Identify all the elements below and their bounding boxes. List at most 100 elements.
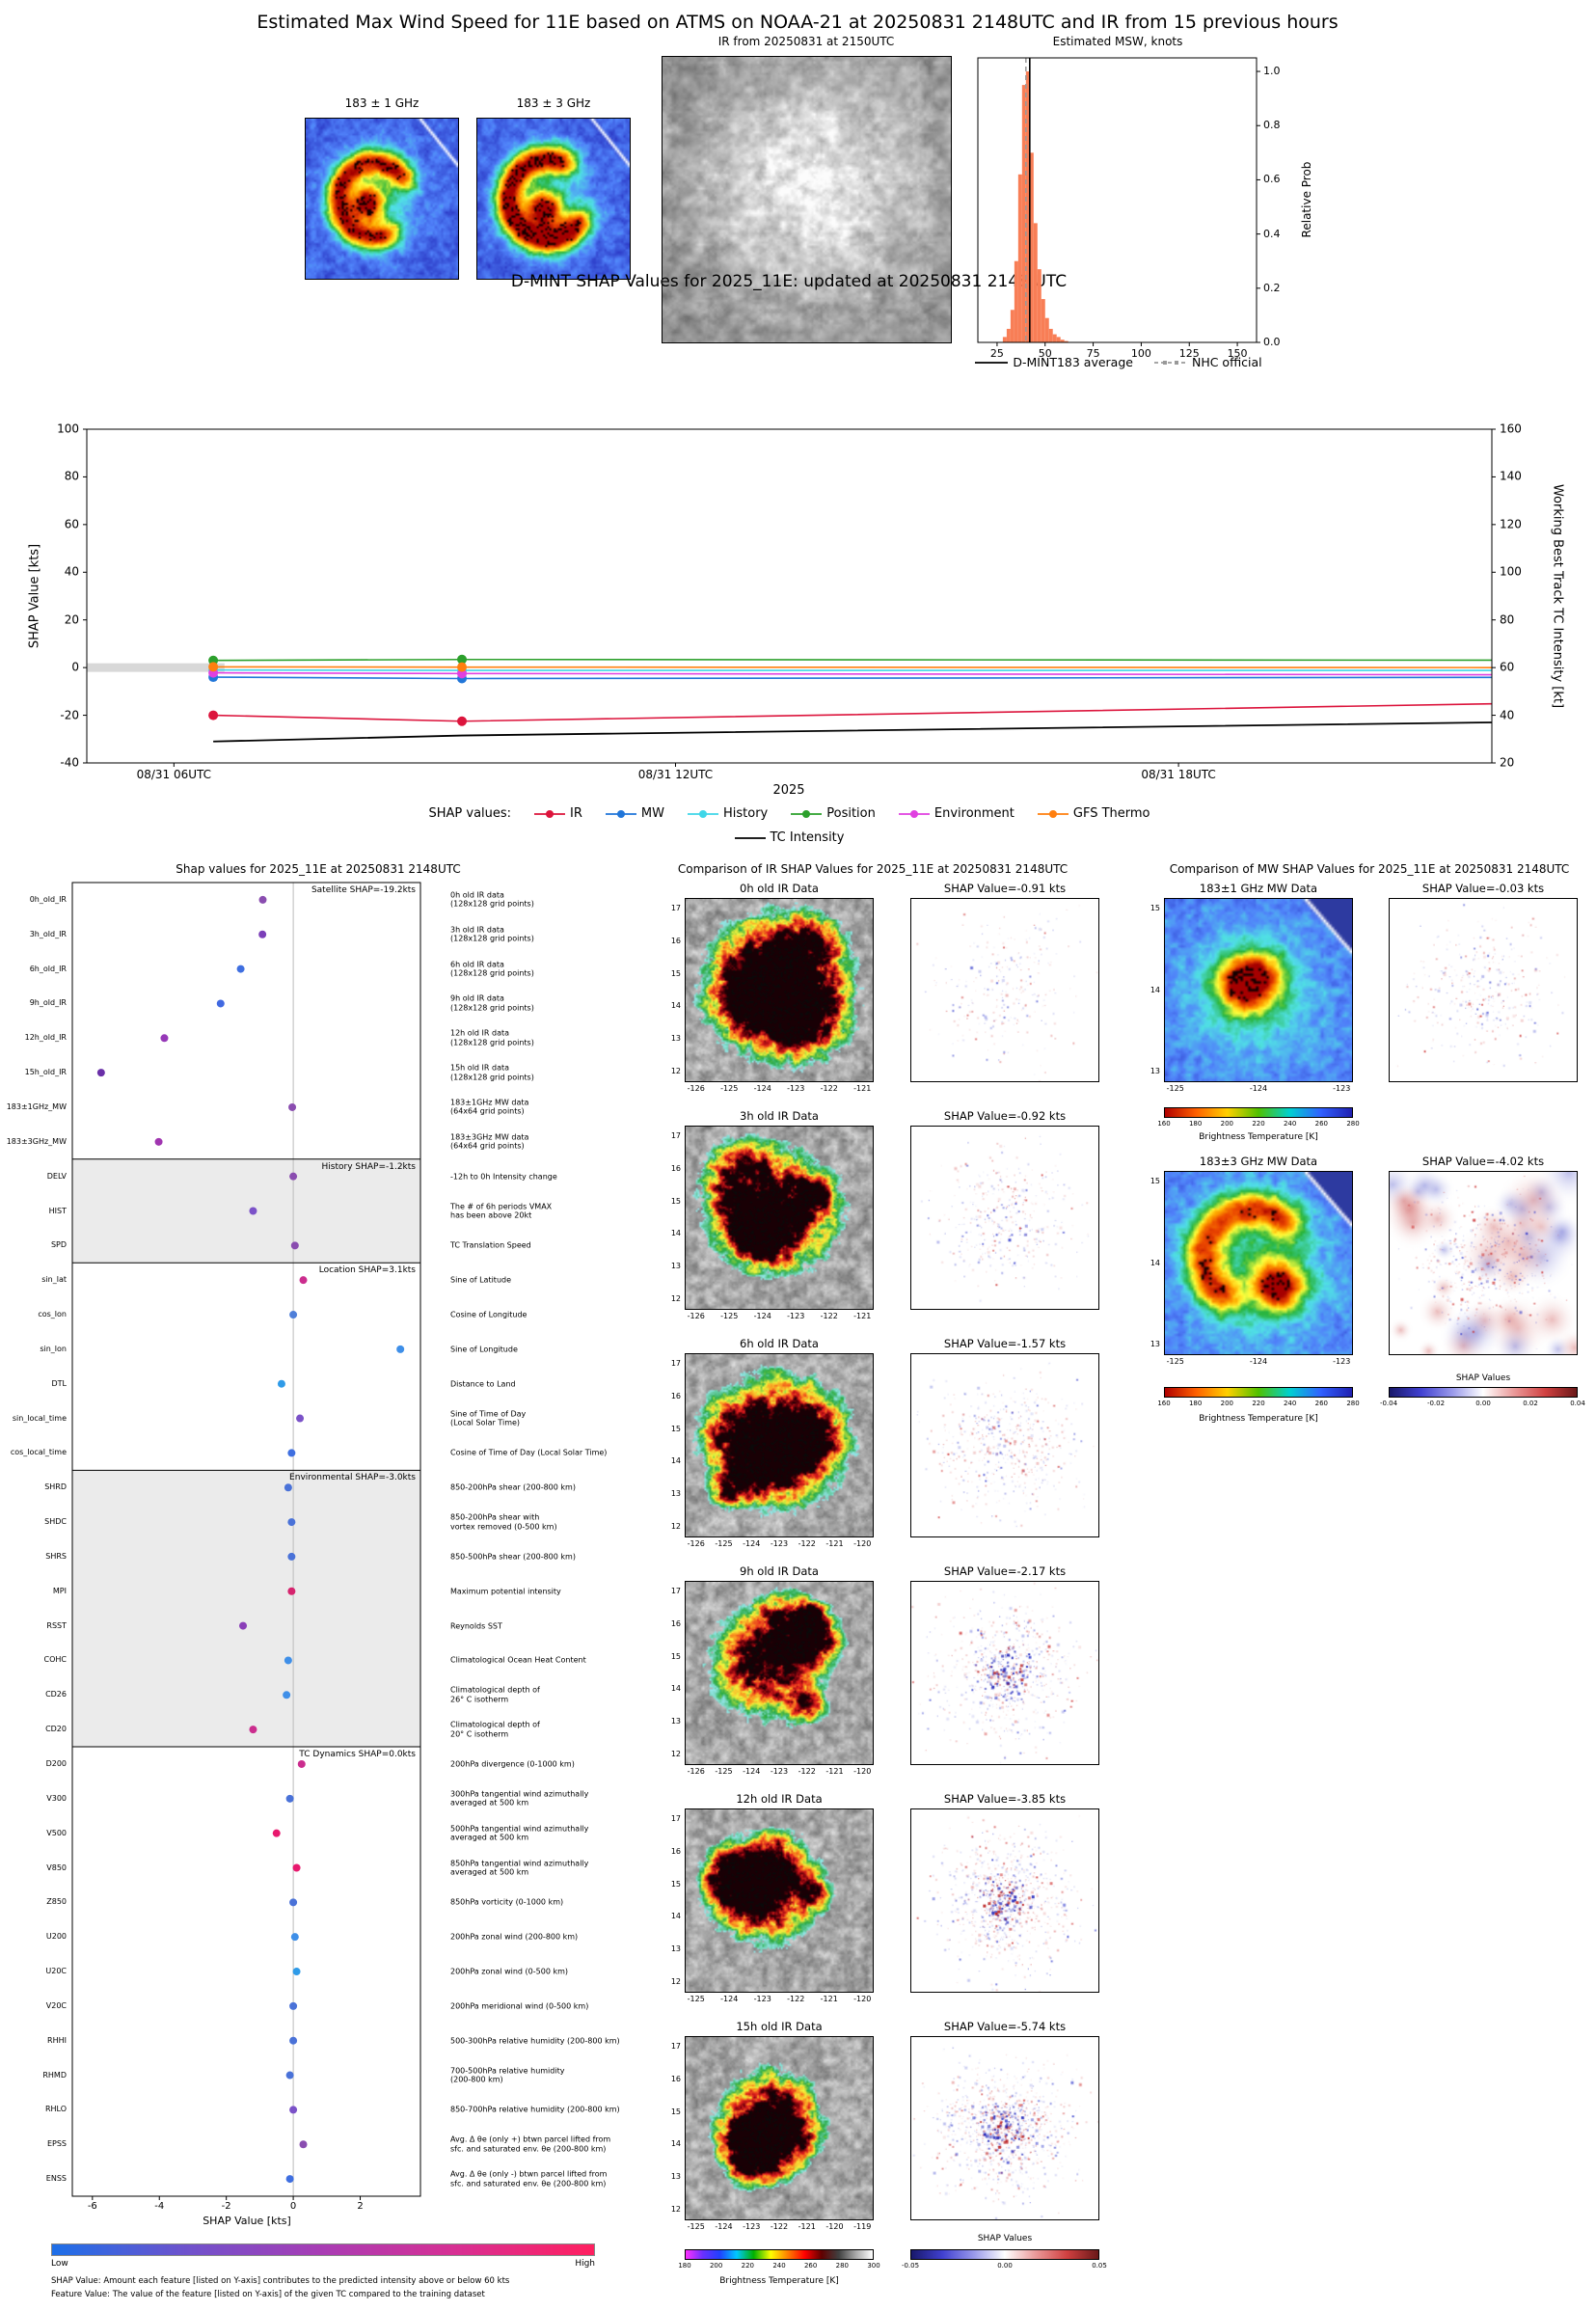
feature-dot xyxy=(287,1518,296,1527)
feature-desc: -12h to 0h Intensity change xyxy=(450,1171,557,1181)
series-line-IR xyxy=(213,702,1493,722)
y-tick-label: 14 xyxy=(670,2139,681,2149)
feature-dot xyxy=(292,1968,301,1976)
ir-shap-image-5 xyxy=(910,2036,1099,2220)
mw-shap-title: SHAP Value=-4.02 kts xyxy=(1421,1155,1545,1168)
feature-desc: Maximum potential intensity xyxy=(450,1587,561,1596)
x-tick-label: 100 xyxy=(1130,347,1151,360)
colorbar-tick: 200 xyxy=(1220,1400,1234,1407)
x-tick-label: -121 xyxy=(853,1312,872,1320)
series-line-Environment xyxy=(213,671,1493,676)
feature-desc: 6h old IR data (128x128 grid points) xyxy=(450,960,534,978)
hist-bar xyxy=(1064,340,1069,342)
y-tick-label: 16 xyxy=(670,1391,681,1400)
legend-marker xyxy=(1048,809,1057,818)
feature-desc: 850-700hPa relative humidity (200-800 km… xyxy=(450,2105,620,2114)
feature-desc: 500-300hPa relative humidity (200-800 km… xyxy=(450,2035,620,2045)
feature-dot xyxy=(290,1933,299,1942)
feature-dot xyxy=(396,1345,405,1353)
series-marker-IR xyxy=(208,710,219,720)
feature-label: ENSS xyxy=(45,2173,67,2183)
hist-bar xyxy=(1044,317,1049,342)
ir-shap-title: SHAP Value=-0.91 kts xyxy=(943,882,1067,895)
legend-marker xyxy=(616,809,625,818)
line-marker-icon xyxy=(791,809,823,818)
colorbar-tick: 240 xyxy=(1283,1120,1297,1128)
y-tick-label: 16 xyxy=(670,1618,681,1628)
feature-desc: 9h old IR data (128x128 grid points) xyxy=(450,994,534,1013)
feature-desc: Avg. Δ θe (only -) btwn parcel lifted fr… xyxy=(450,2169,608,2189)
feature-dot xyxy=(289,2106,298,2114)
feature-shap-xlabel: SHAP Value [kts] xyxy=(203,2215,291,2227)
feature-dot xyxy=(289,2036,298,2045)
hist-bar xyxy=(1017,174,1022,342)
ir-shap-colorbar xyxy=(910,2249,1099,2260)
y-tick-label: 160 xyxy=(1500,421,1522,436)
hist-bar xyxy=(1041,299,1045,342)
ir-bt-colorbar-label: Brightness Temperature [K] xyxy=(719,2276,839,2286)
section-bg xyxy=(72,1747,420,2196)
feature-dot xyxy=(288,1102,297,1111)
feature-dot xyxy=(284,1656,292,1665)
feature-desc: 15h old IR data (128x128 grid points) xyxy=(450,1063,534,1082)
series-marker-GFS-Thermo xyxy=(208,662,219,672)
x-tick-label: -122 xyxy=(787,1995,805,2003)
y-tick-label: 0.0 xyxy=(1263,336,1281,349)
feature-label: 15h_old_IR xyxy=(24,1067,67,1076)
ir-shap-image-0 xyxy=(910,898,1099,1082)
y-tick-label: 1.0 xyxy=(1263,65,1281,78)
y-tick-label: 13 xyxy=(670,1716,681,1726)
feature-dot xyxy=(216,999,225,1008)
ir-comparison-title: Comparison of IR SHAP Values for 2025_11… xyxy=(677,862,1069,876)
x-tick-label: 08/31 18UTC xyxy=(1141,768,1216,781)
feature-label: SHDC xyxy=(44,1516,67,1526)
colorbar-tick: 280 xyxy=(1346,1400,1360,1407)
feature-label: 3h_old_IR xyxy=(29,929,67,938)
colorbar-tick: 0.00 xyxy=(997,2262,1013,2270)
colorbar-tick: 180 xyxy=(1188,1120,1203,1128)
x-tick-label: 125 xyxy=(1178,347,1200,360)
colorbar-tick: 0.04 xyxy=(1570,1400,1585,1407)
y-tick-label: 12 xyxy=(670,1066,681,1075)
feature-desc: 850hPa vorticity (0-1000 km) xyxy=(450,1897,564,1907)
legend-entry: History xyxy=(688,806,768,821)
hist-bar xyxy=(1014,260,1018,342)
colorbar-tick: -0.02 xyxy=(1426,1400,1446,1407)
zero-band xyxy=(87,663,225,672)
feature-value-note: Feature Value: The value of the feature … xyxy=(51,2290,485,2299)
feature-dot xyxy=(154,1137,163,1146)
ir-shap-title: SHAP Value=-2.17 kts xyxy=(943,1564,1067,1578)
x-tick-label: 150 xyxy=(1227,347,1248,360)
y-tick-label: 14 xyxy=(670,1456,681,1466)
feature-desc: 183±3GHz MW data (64x64 grid points) xyxy=(450,1132,529,1151)
mw-bt-colorbar1-label: Brightness Temperature [K] xyxy=(1199,1132,1318,1142)
y-tick-label: 80 xyxy=(64,470,79,484)
y-tick-label: 0.2 xyxy=(1263,282,1281,295)
y-tick-label: 13 xyxy=(670,2171,681,2181)
feature-desc: Sine of Latitude xyxy=(450,1275,512,1285)
hist-bar xyxy=(1029,152,1034,342)
feature-label: cos_local_time xyxy=(10,1448,67,1457)
y-tick-label: 16 xyxy=(670,1846,681,1856)
feature-label: V300 xyxy=(46,1793,67,1803)
y-tick-label: 0.6 xyxy=(1263,173,1281,186)
ir-bt-colorbar xyxy=(685,2249,874,2260)
y-tick-label: 0 xyxy=(71,660,79,674)
hist-bar xyxy=(1052,334,1057,342)
colorbar-tick: 0.00 xyxy=(1475,1400,1491,1407)
y-tick-label: 15 xyxy=(670,1196,681,1206)
feature-desc: Avg. Δ θe (only +) btwn parcel lifted fr… xyxy=(450,2134,611,2154)
y-tick-label: 17 xyxy=(670,1359,681,1369)
y-tick-label: 14 xyxy=(1150,1258,1160,1267)
hist-bar xyxy=(1010,310,1014,342)
feature-dot xyxy=(297,1759,306,1768)
ir-shap-image-3 xyxy=(910,1581,1099,1765)
feature-label: D200 xyxy=(45,1758,67,1768)
line-marker-icon xyxy=(688,809,718,818)
colorbar-low-label: Low xyxy=(51,2259,68,2269)
x-tick-label: -123 xyxy=(1333,1357,1351,1366)
ir-data-image-1 xyxy=(685,1126,874,1310)
x-tick-label: -123 xyxy=(743,2222,761,2231)
x-tick-label: -121 xyxy=(825,1767,844,1776)
